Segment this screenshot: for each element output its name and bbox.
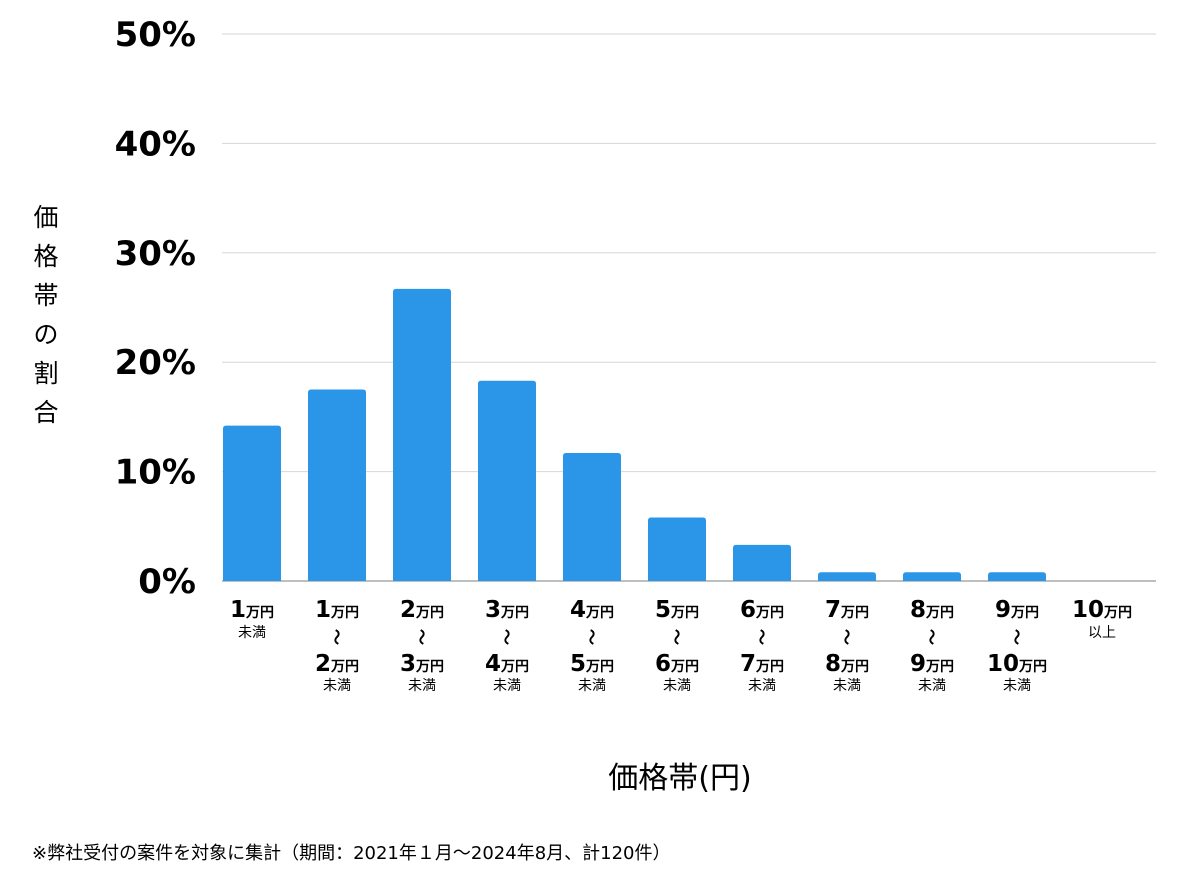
range-separator: 〜 xyxy=(1007,629,1026,645)
y-tick-label: 30% xyxy=(115,234,196,274)
y-tick-label: 50% xyxy=(115,15,196,55)
bar xyxy=(478,380,536,581)
range-separator: 〜 xyxy=(327,629,346,645)
category-suffix: 未満 xyxy=(493,678,521,694)
bar xyxy=(223,425,281,581)
category-label: 1万円 xyxy=(230,597,274,623)
category-suffix: 未満 xyxy=(918,678,946,694)
bar xyxy=(648,517,706,581)
category-suffix: 未満 xyxy=(663,678,691,694)
range-separator: 〜 xyxy=(667,629,686,645)
y-tick-label: 0% xyxy=(138,562,196,602)
bar xyxy=(308,389,366,581)
range-separator: 〜 xyxy=(497,629,516,645)
range-separator: 〜 xyxy=(582,629,601,645)
category-label: 3万円 xyxy=(485,597,529,623)
range-separator: 〜 xyxy=(922,629,941,645)
y-axis-label-char: 価 xyxy=(33,203,58,232)
category-label: 2万円 xyxy=(400,597,444,623)
bar xyxy=(733,544,791,581)
range-separator: 〜 xyxy=(412,629,431,645)
category-label: 1万円 xyxy=(315,597,359,623)
category-label: 7万円 xyxy=(740,651,784,677)
category-suffix: 未満 xyxy=(748,678,776,694)
category-label: 2万円 xyxy=(315,651,359,677)
bars xyxy=(223,288,1046,581)
category-suffix: 未満 xyxy=(833,678,861,694)
category-suffix: 以上 xyxy=(1088,625,1116,641)
category-label: 4万円 xyxy=(485,651,529,677)
category-label: 9万円 xyxy=(995,597,1039,623)
category-label: 5万円 xyxy=(655,597,699,623)
bar xyxy=(903,572,961,581)
y-axis-label-char: 合 xyxy=(33,398,58,427)
category-label: 8万円 xyxy=(825,651,869,677)
y-axis-tick-labels: 0% 10% 20% 30% 40% 50% xyxy=(115,15,196,602)
category-suffix: 未満 xyxy=(238,625,266,641)
category-label: 6万円 xyxy=(655,651,699,677)
category-suffix: 未満 xyxy=(578,678,606,694)
category-suffix: 未満 xyxy=(408,678,436,694)
y-tick-label: 40% xyxy=(115,124,196,164)
y-axis-label-char: 帯 xyxy=(33,281,58,310)
category-label: 3万円 xyxy=(400,651,444,677)
category-label: 7万円 xyxy=(825,597,869,623)
bar xyxy=(563,453,621,581)
category-suffix: 未満 xyxy=(323,678,351,694)
bar xyxy=(818,572,876,581)
x-axis-category-labels: 1万円未満1万円〜2万円未満2万円〜3万円未満3万円〜4万円未満4万円〜5万円未… xyxy=(230,597,1132,694)
category-label: 9万円 xyxy=(910,651,954,677)
y-tick-label: 20% xyxy=(115,343,196,383)
category-label: 6万円 xyxy=(740,597,784,623)
x-axis-label: 価格帯(円) xyxy=(608,761,751,796)
category-suffix: 未満 xyxy=(1003,678,1031,694)
category-label: 4万円 xyxy=(570,597,614,623)
y-axis-label-char: 格 xyxy=(33,242,58,271)
y-tick-label: 10% xyxy=(115,453,196,493)
category-label: 10万円 xyxy=(1072,597,1132,623)
range-separator: 〜 xyxy=(837,629,856,645)
y-axis-label-char: の xyxy=(33,320,58,349)
y-axis-label-char: 割 xyxy=(33,359,58,388)
category-label: 8万円 xyxy=(910,597,954,623)
footnote: ※弊社受付の案件を対象に集計（期間：2021年１月〜2024年8月、計120件） xyxy=(32,843,671,864)
bar xyxy=(393,288,451,581)
range-separator: 〜 xyxy=(752,629,771,645)
category-label: 5万円 xyxy=(570,651,614,677)
bar xyxy=(988,572,1046,581)
category-label: 10万円 xyxy=(987,651,1047,677)
